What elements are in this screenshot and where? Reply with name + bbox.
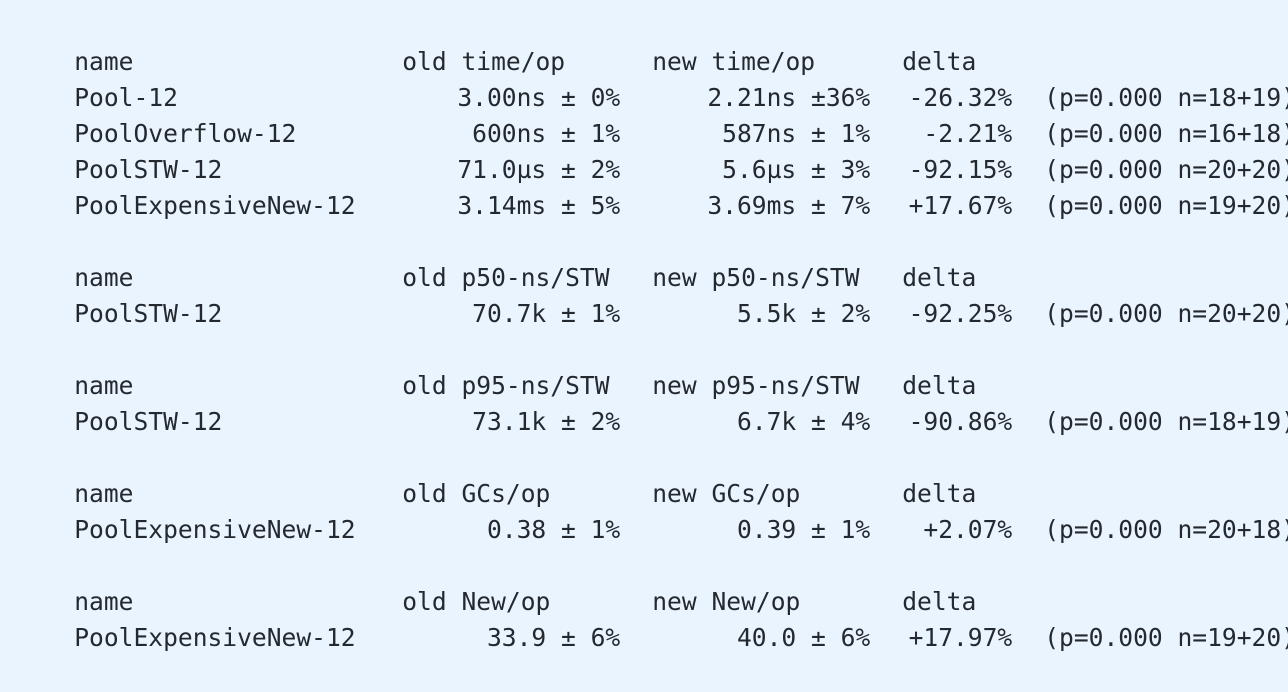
section-header: name old New/op new New/op delta [15,548,1288,616]
header-old: old GCs/op [402,479,551,508]
row-new: 40.0 ± 6% [736,623,871,652]
header-new: new p50-ns/STW [652,263,860,292]
row-name: Pool-12 [74,83,178,112]
row-name: PoolExpensiveNew-12 [74,515,356,544]
section-header: name old p50-ns/STW new p50-ns/STW delta [15,224,1288,292]
header-new: new p95-ns/STW [652,371,860,400]
row-name: PoolExpensiveNew-12 [74,191,356,220]
row-new: 6.7k ± 4% [736,407,871,436]
row-stat: (p=0.000 n=20+18) [1044,515,1288,544]
header-new: new time/op [652,47,816,76]
header-old: old p95-ns/STW [402,371,610,400]
row-name: PoolOverflow-12 [74,119,297,148]
row-new: 587ns ± 1% [722,119,871,148]
header-delta: delta [902,587,977,616]
row-stat: (p=0.000 n=16+18) [1044,119,1288,148]
row-old: 73.1k ± 2% [472,407,621,436]
row-name: PoolSTW-12 [74,299,223,328]
row-delta: -90.86% [908,407,1013,436]
header-delta: delta [902,371,977,400]
header-name: name [74,47,134,76]
row-old: 600ns ± 1% [472,119,621,148]
row-name: PoolSTW-12 [74,155,223,184]
header-name: name [74,479,134,508]
section-header: name old time/op new time/op delta [15,8,1288,76]
benchmark-row: PoolSTW-12 73.1k ± 2% 6.7k ± 4% -90.86% (p=0… [15,368,1288,436]
header-name: name [74,587,134,616]
header-old: old time/op [402,47,566,76]
header-delta: delta [902,263,977,292]
row-delta: -2.21% [923,119,1013,148]
row-name: PoolExpensiveNew-12 [74,623,356,652]
benchmark-row: Pool-12 3.00ns ± 0% 2.21ns ±36% -26.32% (p=0… [15,44,1288,112]
header-new: new GCs/op [652,479,801,508]
row-old: 71.0µs ± 2% [457,155,621,184]
row-new: 3.69ms ± 7% [707,191,871,220]
benchmark-row: PoolExpensiveNew-12 3.14ms ± 5% 3.69ms ± 7… [15,152,1288,220]
benchmark-row: PoolOverflow-12 600ns ± 1% 587ns ± 1% -2.21… [15,80,1288,148]
row-new: 2.21ns ±36% [707,83,871,112]
row-old: 70.7k ± 1% [472,299,621,328]
row-old: 33.9 ± 6% [486,623,621,652]
header-name: name [74,371,134,400]
section-header: name old GCs/op new GCs/op delta [15,440,1288,508]
benchmark-output: name old time/op new time/op delta Pool-12 3… [15,8,1288,652]
row-delta: +17.97% [908,623,1013,652]
row-new: 5.6µs ± 3% [722,155,871,184]
row-stat: (p=0.000 n=18+19) [1044,407,1288,436]
row-stat: (p=0.000 n=19+20) [1044,191,1288,220]
row-delta: -26.32% [908,83,1013,112]
header-delta: delta [902,47,977,76]
header-old: old New/op [402,587,551,616]
row-new: 0.39 ± 1% [736,515,871,544]
header-old: old p50-ns/STW [402,263,610,292]
row-delta: +17.67% [908,191,1013,220]
row-new: 5.5k ± 2% [736,299,871,328]
row-stat: (p=0.000 n=18+19) [1044,83,1288,112]
row-old: 3.14ms ± 5% [457,191,621,220]
benchmark-row: PoolExpensiveNew-12 0.38 ± 1% 0.39 ± 1% +2.… [15,476,1288,544]
row-stat: (p=0.000 n=20+20) [1044,299,1288,328]
row-delta: -92.15% [908,155,1013,184]
benchmark-row: PoolSTW-12 71.0µs ± 2% 5.6µs ± 3% -92.15% (p… [15,116,1288,184]
header-name: name [74,263,134,292]
row-delta: +2.07% [923,515,1013,544]
row-delta: -92.25% [908,299,1013,328]
row-name: PoolSTW-12 [74,407,223,436]
row-old: 3.00ns ± 0% [457,83,621,112]
row-stat: (p=0.000 n=20+20) [1044,155,1288,184]
header-delta: delta [902,479,977,508]
section-header: name old p95-ns/STW new p95-ns/STW delta [15,332,1288,400]
row-stat: (p=0.000 n=19+20) [1044,623,1288,652]
header-new: new New/op [652,587,801,616]
row-old: 0.38 ± 1% [486,515,621,544]
benchmark-row: PoolSTW-12 70.7k ± 1% 5.5k ± 2% -92.25% (p=0… [15,260,1288,328]
